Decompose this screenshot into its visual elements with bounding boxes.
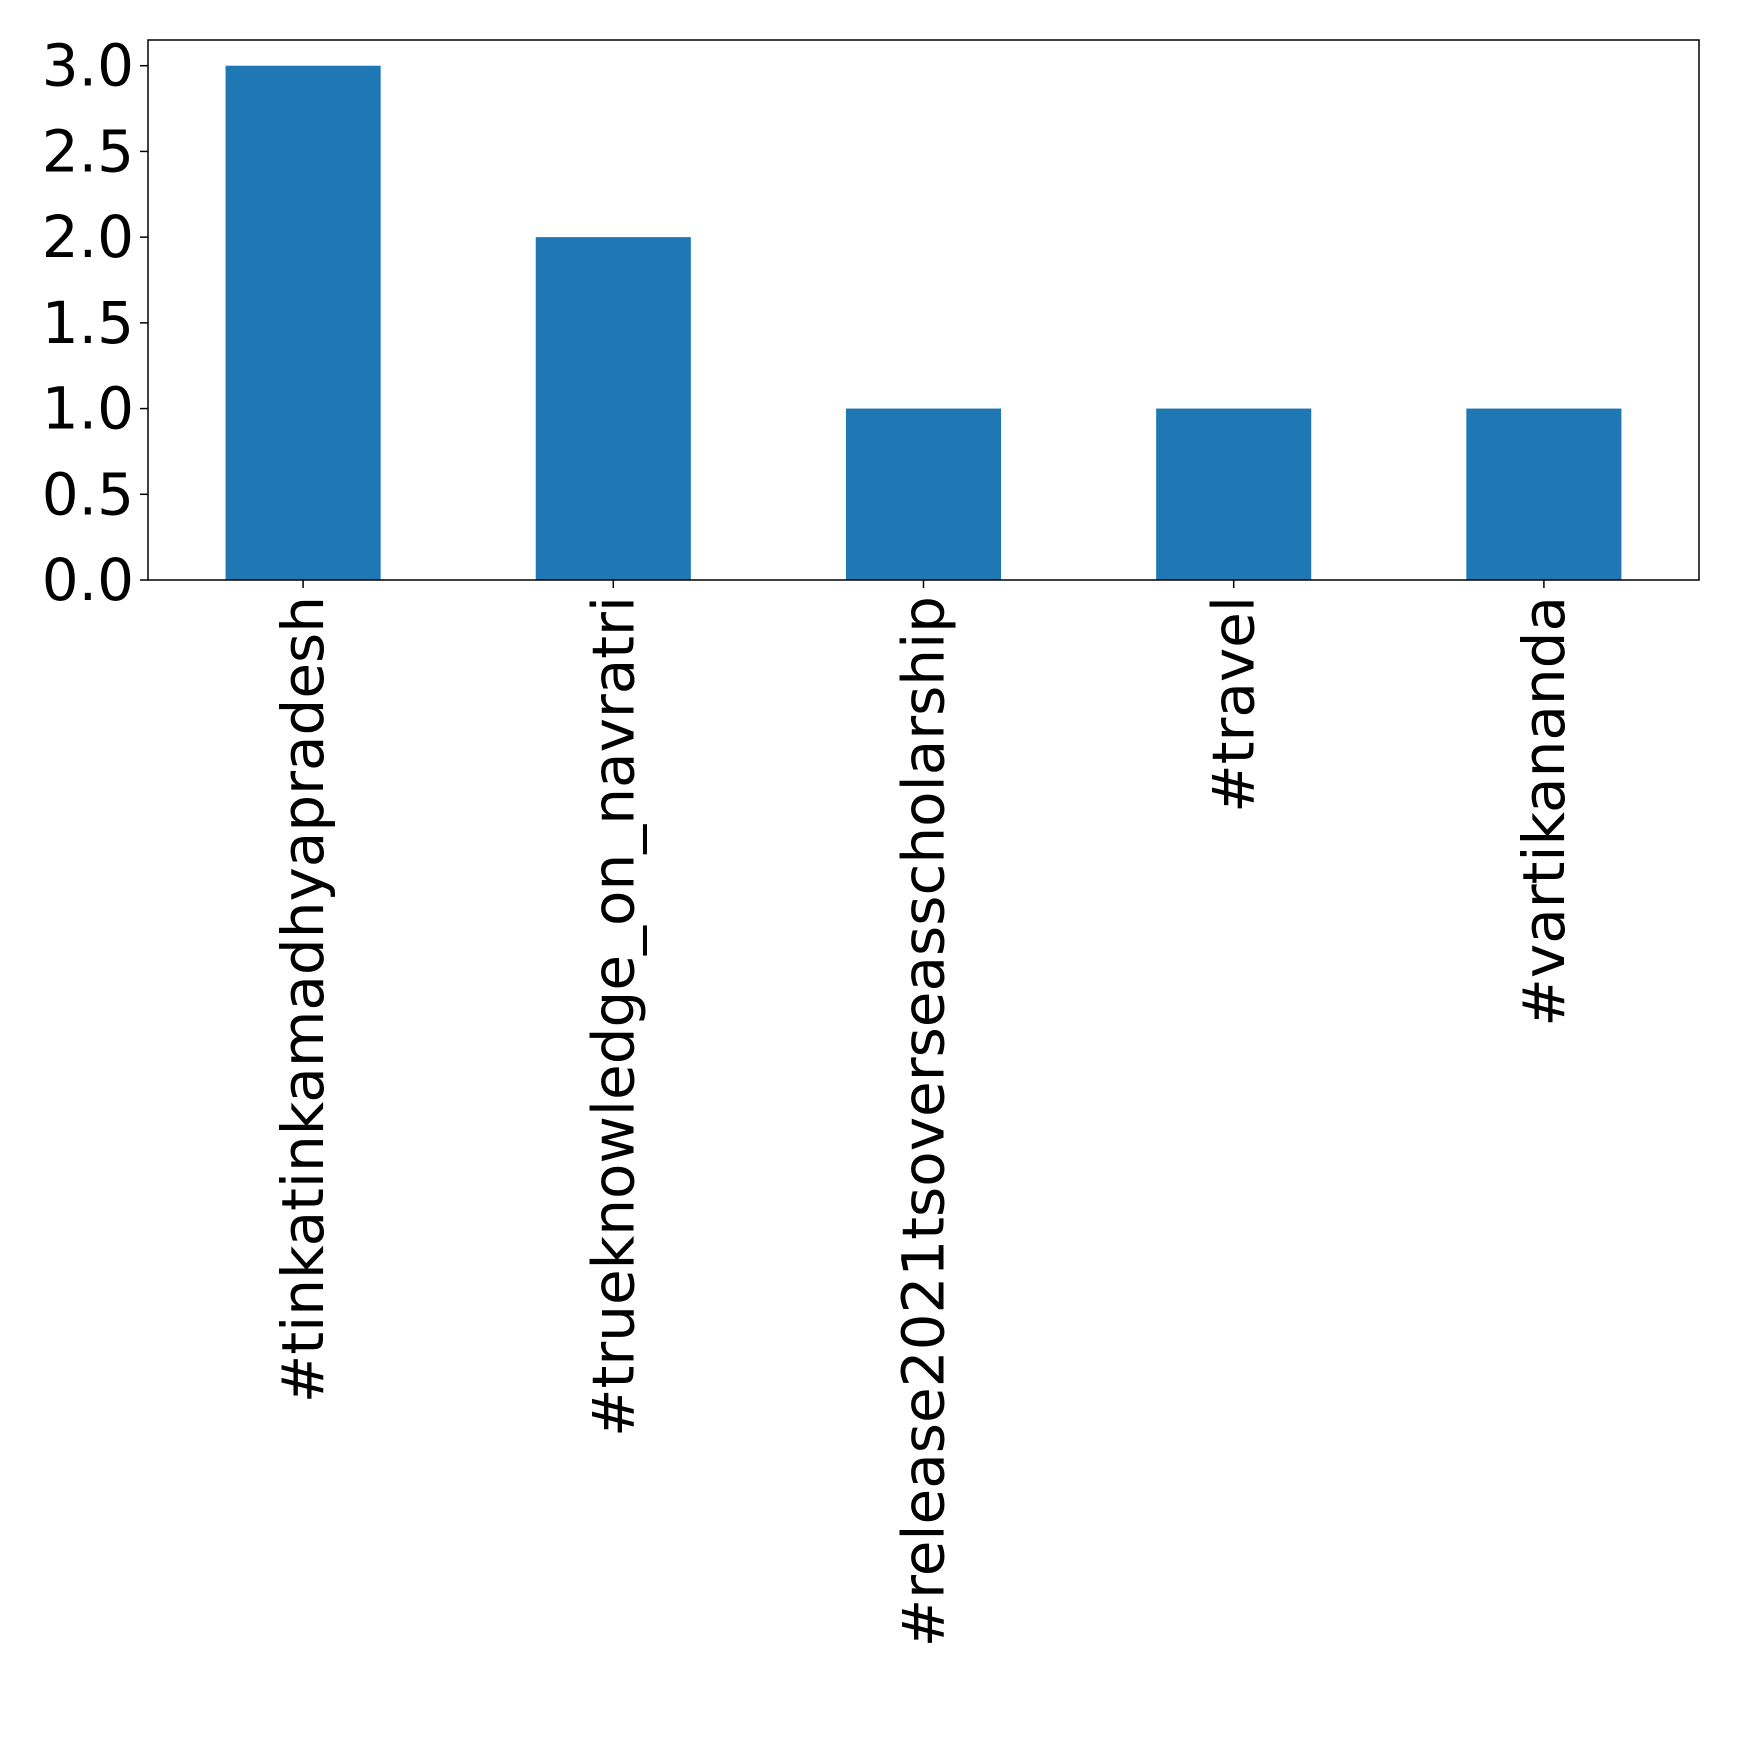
- x-axis: #tinkatinkamadhyapradesh #trueknowledge_o…: [269, 580, 1578, 1647]
- x-tick-label: #trueknowledge_on_navratri: [579, 596, 647, 1437]
- bar-5: [1466, 408, 1622, 580]
- bar-3: [845, 408, 1002, 580]
- x-tick-label: #release2021tsoverseasscholarship: [890, 596, 958, 1647]
- x-tick-label: #travel: [1200, 596, 1268, 813]
- y-tick-label: 3.0: [42, 32, 134, 100]
- y-tick-label: 1.5: [42, 289, 134, 357]
- bar-1: [225, 65, 381, 580]
- y-tick-label: 2.5: [42, 117, 134, 185]
- plot-frame: [147, 39, 1700, 581]
- y-tick-label: 2.0: [42, 203, 134, 271]
- bar-2: [535, 237, 691, 580]
- y-tick-label: 0.0: [42, 546, 134, 614]
- bars-group: [225, 65, 1622, 580]
- x-tick-label: #tinkatinkamadhyapradesh: [269, 596, 337, 1403]
- y-tick-label: 0.5: [42, 460, 134, 528]
- y-axis: 0.0 0.5 1.0 1.5 2.0 2.5 3.0: [42, 32, 148, 614]
- x-tick-label: #vartikananda: [1510, 596, 1578, 1027]
- y-tick-label: 1.0: [42, 375, 134, 443]
- bar-4: [1156, 408, 1312, 580]
